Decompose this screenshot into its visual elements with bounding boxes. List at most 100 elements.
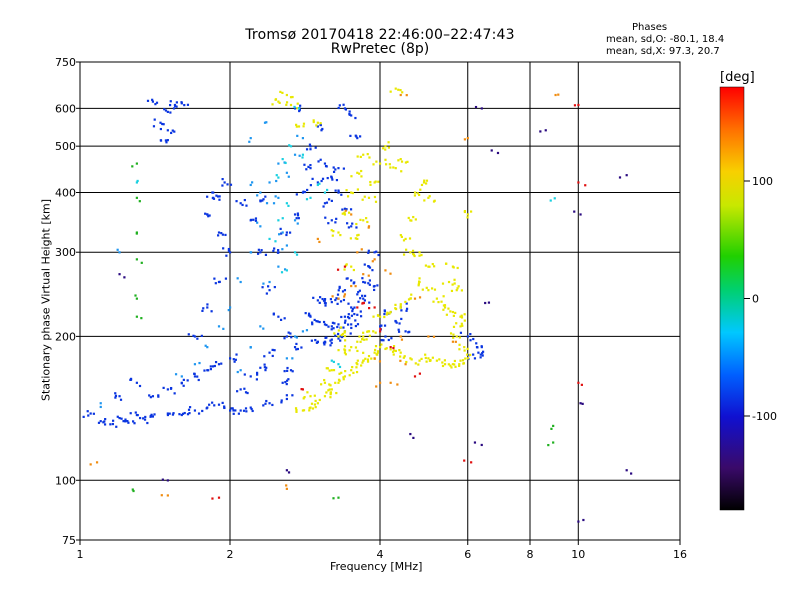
data-point-jitter bbox=[332, 170, 336, 173]
data-point-jitter bbox=[99, 405, 102, 409]
data-point-jitter bbox=[208, 403, 211, 406]
data-point-jitter bbox=[401, 91, 404, 94]
data-point-jitter bbox=[274, 195, 277, 198]
data-point bbox=[285, 93, 288, 97]
data-point-jitter bbox=[418, 254, 421, 257]
data-point bbox=[180, 375, 183, 378]
data-point-jitter bbox=[394, 349, 397, 353]
data-point-jitter bbox=[398, 349, 401, 352]
data-point-jitter bbox=[368, 301, 371, 304]
data-point-jitter bbox=[279, 227, 282, 230]
data-point-jitter bbox=[281, 248, 284, 251]
data-point bbox=[384, 335, 387, 338]
data-point bbox=[373, 357, 376, 360]
data-point-jitter bbox=[287, 175, 290, 178]
x-axis-ticks: 1 2 4 6 8 10 16 bbox=[77, 540, 687, 561]
data-point-jitter bbox=[206, 195, 209, 198]
data-point-jitter bbox=[164, 139, 167, 142]
data-point bbox=[399, 351, 402, 354]
data-point-jitter bbox=[279, 318, 283, 321]
data-point bbox=[285, 202, 288, 205]
data-point bbox=[277, 315, 280, 318]
data-point-jitter bbox=[322, 205, 325, 208]
data-point-jitter bbox=[153, 118, 156, 121]
data-point-jitter bbox=[329, 396, 332, 399]
data-point-jitter bbox=[452, 336, 455, 339]
data-point-jitter bbox=[124, 418, 127, 421]
data-point bbox=[159, 121, 162, 124]
data-point-jitter bbox=[335, 217, 338, 220]
data-point bbox=[455, 335, 458, 338]
data-point-jitter bbox=[302, 125, 305, 128]
data-point bbox=[316, 181, 319, 184]
data-point-jitter bbox=[311, 323, 314, 326]
data-point-jitter bbox=[148, 394, 151, 397]
data-point bbox=[249, 183, 252, 187]
data-point-jitter bbox=[314, 399, 317, 402]
data-point-jitter bbox=[151, 98, 154, 101]
data-point-jitter bbox=[303, 163, 306, 166]
x-tick-label: 2 bbox=[227, 548, 234, 561]
data-point-jitter bbox=[322, 299, 326, 302]
data-point-jitter bbox=[463, 313, 466, 316]
data-point-jitter bbox=[354, 285, 357, 288]
data-point-jitter bbox=[305, 198, 309, 201]
data-point bbox=[297, 125, 301, 128]
data-point-jitter bbox=[345, 277, 348, 280]
data-point bbox=[356, 306, 359, 309]
data-point-jitter bbox=[395, 321, 398, 324]
data-point bbox=[259, 366, 262, 369]
y-tick-label: 200 bbox=[55, 330, 76, 343]
data-point-jitter bbox=[271, 103, 274, 106]
data-point bbox=[427, 357, 430, 360]
data-point-jitter bbox=[149, 396, 152, 399]
data-point-jitter bbox=[307, 314, 311, 317]
data-point-jitter bbox=[469, 332, 472, 336]
data-point-jitter bbox=[323, 343, 326, 346]
data-point bbox=[367, 196, 371, 199]
data-point-jitter bbox=[232, 412, 235, 415]
data-point bbox=[151, 100, 155, 103]
data-point-jitter bbox=[257, 248, 260, 251]
data-point-jitter bbox=[280, 399, 283, 402]
data-point-jitter bbox=[356, 234, 359, 237]
data-point-jitter bbox=[474, 105, 478, 109]
data-point-jitter bbox=[368, 283, 371, 286]
data-point-jitter bbox=[312, 296, 315, 299]
data-point-jitter bbox=[329, 384, 332, 387]
data-point-jitter bbox=[341, 212, 344, 215]
data-point-jitter bbox=[162, 386, 165, 389]
data-point-jitter bbox=[385, 313, 389, 316]
y-tick-label: 600 bbox=[55, 102, 76, 115]
data-point-jitter bbox=[318, 398, 321, 402]
data-point-jitter bbox=[391, 350, 395, 353]
data-point-jitter bbox=[273, 247, 276, 250]
data-point bbox=[263, 121, 267, 124]
data-point bbox=[285, 357, 288, 360]
data-point-jitter bbox=[134, 411, 137, 414]
data-point-jitter bbox=[412, 215, 415, 219]
data-point-jitter bbox=[362, 301, 365, 305]
data-point-jitter bbox=[298, 108, 301, 111]
data-point bbox=[356, 251, 359, 254]
data-point-jitter bbox=[226, 183, 229, 186]
data-point-jitter bbox=[573, 210, 576, 213]
data-point bbox=[413, 191, 417, 194]
data-point bbox=[418, 251, 421, 254]
data-point-jitter bbox=[295, 408, 298, 412]
data-point-jitter bbox=[327, 389, 330, 392]
data-point-jitter bbox=[582, 518, 585, 522]
data-point bbox=[399, 335, 402, 338]
data-point bbox=[309, 196, 312, 199]
data-point-jitter bbox=[285, 382, 288, 386]
data-point-jitter bbox=[327, 198, 331, 201]
data-point-jitter bbox=[198, 361, 201, 365]
data-point-jitter bbox=[227, 249, 230, 252]
data-point bbox=[577, 381, 580, 384]
data-point bbox=[418, 359, 421, 362]
data-point-jitter bbox=[351, 365, 354, 369]
data-point-jitter bbox=[288, 231, 292, 234]
data-point-jitter bbox=[340, 315, 343, 319]
data-point-jitter bbox=[242, 409, 246, 412]
data-point-jitter bbox=[342, 376, 345, 379]
